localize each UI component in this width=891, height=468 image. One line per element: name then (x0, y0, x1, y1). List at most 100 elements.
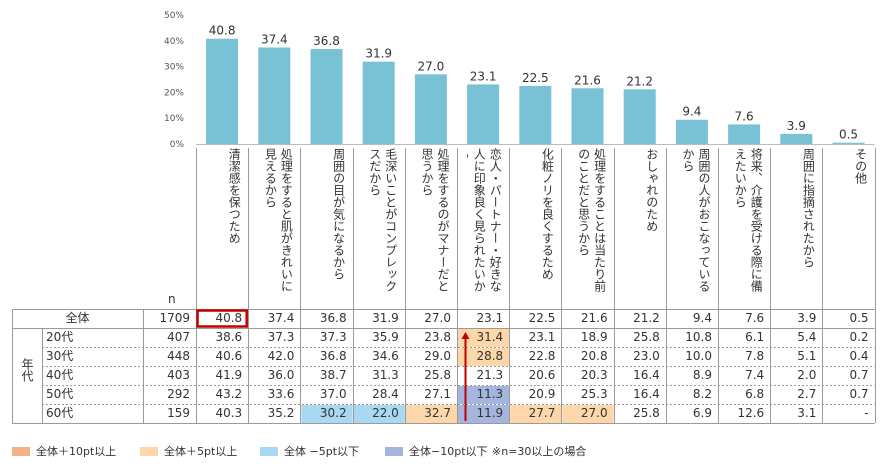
table-cell: 8.2 (692, 387, 712, 401)
table-cell: 16.4 (633, 387, 660, 401)
table-cell: 30.2 (319, 406, 347, 420)
table-cell: 22.0 (372, 406, 399, 420)
table-cell: 5.4 (797, 330, 817, 344)
bar (467, 84, 500, 144)
bar (519, 85, 552, 144)
table-cell: 40.6 (215, 349, 243, 363)
legend-swatch (12, 446, 30, 456)
table-cell: 8.9 (692, 368, 712, 382)
table-cell: 23.1 (476, 311, 504, 325)
bar (258, 47, 291, 145)
table-cell: 34.6 (372, 349, 399, 363)
table-cell: 38.7 (319, 368, 347, 382)
highlight-frame (196, 309, 248, 328)
table-cell: 27.7 (528, 406, 556, 420)
table-cell: 27.1 (424, 387, 451, 401)
table-cell: 5.1 (797, 349, 817, 363)
bar (310, 49, 343, 144)
table-cell: 27.0 (424, 311, 451, 325)
highlight-cell (458, 348, 510, 366)
bar-value-label: 0.5 (839, 128, 858, 142)
bar (780, 133, 813, 144)
table-cell: 37.0 (319, 387, 347, 401)
table-cell: 21.6 (580, 311, 608, 325)
table-cell: 41.9 (215, 368, 243, 382)
bar-value-label: 21.2 (626, 74, 653, 88)
bar-value-label: 9.4 (682, 105, 701, 119)
legend-item: 全体＋10pt以上 (12, 443, 116, 459)
legend-label: 全体−10pt以下 (409, 445, 488, 458)
legend-item: 全体＋5pt以上 (140, 443, 237, 459)
bar-value-label: 40.8 (209, 24, 236, 38)
row-n: 1709 (159, 311, 190, 325)
y-tick-label: 0% (170, 140, 185, 148)
table-cell: 20.6 (528, 368, 556, 382)
table-cell: 18.9 (580, 330, 608, 344)
table-cell: 32.7 (424, 406, 451, 420)
table-cell: 2.0 (797, 368, 817, 382)
bar (571, 88, 604, 144)
table-cell: 31.9 (372, 311, 399, 325)
category-label: 化粧ノリを良くするため (540, 148, 555, 280)
table-cell: 0.5 (849, 311, 869, 325)
table-cell: 28.8 (476, 349, 504, 363)
table-cell: 22.5 (528, 311, 556, 325)
category-label: 清潔感を保つため (227, 148, 242, 244)
table-cell: 37.3 (267, 330, 295, 344)
bar (414, 74, 447, 144)
table-cell: 20.8 (580, 349, 608, 363)
row-label: 40代 (46, 368, 74, 382)
table-cell: 22.8 (528, 349, 556, 363)
row-n: 407 (167, 330, 190, 344)
category-label: その他 (853, 148, 868, 184)
table-cell: 36.8 (319, 311, 347, 325)
legend-label: 全体 −5pt以下 (284, 445, 360, 458)
table-cell: 37.3 (319, 330, 347, 344)
table-cell: 9.4 (692, 311, 712, 325)
bar (728, 124, 761, 144)
category-label: 周囲の目が気になるから (331, 148, 346, 280)
table-cell: 31.3 (372, 368, 399, 382)
y-tick-label: 30% (164, 63, 184, 73)
y-tick-label: 50% (164, 11, 184, 21)
bar-value-label: 3.9 (787, 119, 806, 133)
table-cell: 25.8 (424, 368, 451, 382)
y-tick-label: 40% (164, 37, 184, 47)
row-label: 30代 (46, 349, 74, 363)
table-cell: 23.1 (528, 330, 556, 344)
row-n: 403 (167, 368, 190, 382)
category-label: おしゃれのため (644, 148, 659, 232)
table-cell: 10.0 (685, 349, 712, 363)
table-cell: 12.6 (737, 406, 765, 420)
legend-item: 全体 −5pt以下 (260, 443, 359, 459)
table-cell: 20.3 (580, 368, 608, 382)
table-cell: 7.4 (745, 368, 765, 382)
row-n: 292 (167, 387, 190, 401)
table-cell: 0.4 (849, 349, 869, 363)
bar-value-label: 22.5 (522, 71, 549, 85)
bar-chart: 50% 40% 30% 20% 10% 0% 40.8 37.4 36.8 31.9 27.0 23.… (164, 11, 875, 148)
y-tick-label: 10% (164, 114, 184, 124)
bar (675, 119, 708, 144)
table-cell: 25.8 (633, 330, 660, 344)
category-label: 周囲の人がおこなっているから (680, 148, 711, 292)
highlight-cell (458, 386, 510, 404)
legend-label: 全体＋10pt以上 (36, 445, 117, 458)
table-cell: 33.6 (267, 387, 295, 401)
table-cell: 28.4 (372, 387, 399, 401)
category-label: 処理をすると肌がきれいに見えるから (263, 148, 294, 292)
table-cell: 40.3 (215, 406, 243, 420)
bar (206, 38, 239, 144)
table-cell: 3.1 (797, 406, 817, 420)
group-label: 年代 (20, 358, 34, 382)
legend-label: 全体＋5pt以上 (164, 445, 238, 458)
trend-arrow-head (461, 332, 470, 339)
highlight-cell (405, 405, 457, 423)
table-cell: 11.3 (476, 387, 504, 401)
table-cell: 40.8 (215, 311, 243, 325)
table-cell: 35.2 (267, 406, 295, 420)
y-tick-label: 20% (164, 88, 184, 98)
highlight-cell (458, 405, 510, 423)
